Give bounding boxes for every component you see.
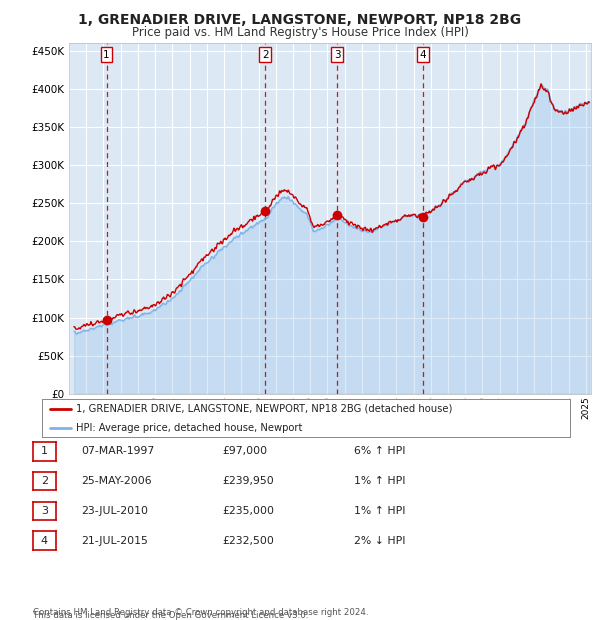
Text: 1, GRENADIER DRIVE, LANGSTONE, NEWPORT, NP18 2BG: 1, GRENADIER DRIVE, LANGSTONE, NEWPORT, …	[79, 13, 521, 27]
Text: 25-MAY-2006: 25-MAY-2006	[81, 476, 152, 486]
Text: 1, GRENADIER DRIVE, LANGSTONE, NEWPORT, NP18 2BG (detached house): 1, GRENADIER DRIVE, LANGSTONE, NEWPORT, …	[76, 404, 452, 414]
Text: 6% ↑ HPI: 6% ↑ HPI	[354, 446, 406, 456]
Text: £232,500: £232,500	[222, 536, 274, 546]
Text: HPI: Average price, detached house, Newport: HPI: Average price, detached house, Newp…	[76, 423, 302, 433]
Text: 2% ↓ HPI: 2% ↓ HPI	[354, 536, 406, 546]
Text: £239,950: £239,950	[222, 476, 274, 486]
Text: 1% ↑ HPI: 1% ↑ HPI	[354, 506, 406, 516]
Text: £97,000: £97,000	[222, 446, 267, 456]
Text: Price paid vs. HM Land Registry's House Price Index (HPI): Price paid vs. HM Land Registry's House …	[131, 26, 469, 39]
Text: 3: 3	[41, 506, 48, 516]
Text: 4: 4	[41, 536, 48, 546]
Text: 21-JUL-2015: 21-JUL-2015	[81, 536, 148, 546]
Text: 1: 1	[103, 50, 110, 60]
Text: £235,000: £235,000	[222, 506, 274, 516]
Text: 1% ↑ HPI: 1% ↑ HPI	[354, 476, 406, 486]
Text: 1: 1	[41, 446, 48, 456]
Text: Contains HM Land Registry data © Crown copyright and database right 2024.: Contains HM Land Registry data © Crown c…	[33, 608, 368, 617]
Text: 4: 4	[420, 50, 427, 60]
Text: 07-MAR-1997: 07-MAR-1997	[81, 446, 154, 456]
Text: 23-JUL-2010: 23-JUL-2010	[81, 506, 148, 516]
Text: This data is licensed under the Open Government Licence v3.0.: This data is licensed under the Open Gov…	[33, 611, 308, 620]
Text: 2: 2	[262, 50, 269, 60]
Text: 2: 2	[41, 476, 48, 486]
Text: 3: 3	[334, 50, 340, 60]
